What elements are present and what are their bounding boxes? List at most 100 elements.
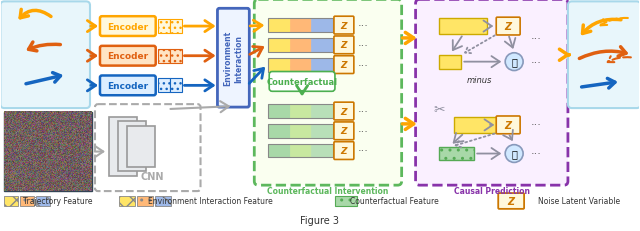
Bar	[268, 19, 290, 33]
Text: ···: ···	[531, 149, 542, 159]
Circle shape	[505, 145, 523, 163]
Text: Trajectory Feature: Trajectory Feature	[24, 197, 93, 206]
Text: Environment
Interaction: Environment Interaction	[223, 31, 243, 86]
Bar	[440, 55, 461, 69]
Bar	[335, 196, 357, 206]
Bar	[312, 39, 333, 52]
Bar	[290, 105, 312, 119]
FancyBboxPatch shape	[334, 56, 354, 74]
Text: Z: Z	[504, 22, 512, 32]
FancyBboxPatch shape	[568, 2, 640, 109]
Text: ···: ···	[358, 106, 369, 117]
Text: minus: minus	[467, 76, 492, 85]
FancyBboxPatch shape	[334, 103, 354, 120]
Bar	[119, 196, 135, 206]
FancyBboxPatch shape	[100, 17, 156, 37]
Text: Z: Z	[340, 61, 347, 70]
Bar	[155, 196, 171, 206]
Text: Counterfactual Feature: Counterfactual Feature	[350, 197, 439, 206]
FancyBboxPatch shape	[334, 17, 354, 35]
Bar	[290, 58, 312, 72]
FancyBboxPatch shape	[269, 72, 335, 92]
Bar	[4, 112, 92, 191]
Text: Noise Latent Variable: Noise Latent Variable	[538, 197, 620, 206]
Text: 👁: 👁	[511, 149, 517, 159]
Bar	[20, 196, 35, 206]
FancyBboxPatch shape	[334, 142, 354, 160]
Bar	[454, 118, 502, 133]
Text: ✂: ✂	[434, 103, 445, 117]
Bar	[118, 122, 146, 172]
Bar	[290, 144, 312, 158]
Text: Z: Z	[340, 146, 347, 155]
Bar	[268, 19, 333, 33]
Text: Environment Interaction Feature: Environment Interaction Feature	[148, 197, 273, 206]
FancyBboxPatch shape	[415, 0, 568, 185]
Text: ···: ···	[358, 60, 369, 70]
Bar	[268, 39, 290, 52]
Circle shape	[505, 54, 523, 71]
Bar	[312, 144, 333, 158]
Text: ···: ···	[358, 21, 369, 31]
Text: Z: Z	[504, 120, 512, 130]
Text: Z: Z	[340, 41, 347, 50]
FancyBboxPatch shape	[498, 193, 524, 209]
Text: Z: Z	[340, 127, 347, 136]
Bar	[157, 79, 170, 93]
Text: Causal Prediction: Causal Prediction	[454, 186, 530, 195]
Text: Z: Z	[508, 196, 515, 206]
Bar	[268, 39, 333, 52]
FancyBboxPatch shape	[496, 116, 520, 134]
Bar	[157, 20, 170, 34]
FancyBboxPatch shape	[218, 9, 250, 108]
Text: Encoder: Encoder	[108, 52, 148, 61]
FancyBboxPatch shape	[334, 37, 354, 55]
Text: ···: ···	[358, 41, 369, 51]
Bar	[109, 118, 137, 176]
Bar	[170, 50, 182, 63]
Bar	[127, 126, 155, 168]
FancyBboxPatch shape	[334, 122, 354, 140]
Bar	[137, 196, 153, 206]
Text: Counterfactual: Counterfactual	[266, 78, 338, 87]
Bar	[157, 50, 170, 63]
Bar	[170, 79, 182, 93]
Bar	[268, 58, 290, 72]
Bar	[312, 58, 333, 72]
Bar	[440, 19, 487, 35]
Bar	[268, 144, 333, 158]
Bar	[268, 105, 290, 119]
Text: Z: Z	[340, 107, 347, 116]
FancyBboxPatch shape	[1, 2, 90, 109]
Bar	[290, 124, 312, 138]
Text: 👁: 👁	[511, 57, 517, 67]
Text: Encoder: Encoder	[108, 82, 148, 91]
FancyBboxPatch shape	[496, 18, 520, 36]
Bar	[268, 144, 290, 158]
Text: Counterfactual Intervention: Counterfactual Intervention	[268, 186, 388, 195]
FancyBboxPatch shape	[100, 47, 156, 66]
Bar	[4, 196, 19, 206]
Text: Z: Z	[340, 21, 347, 30]
Text: ···: ···	[531, 57, 542, 67]
Bar	[268, 124, 290, 138]
FancyBboxPatch shape	[100, 76, 156, 96]
Text: ···: ···	[358, 126, 369, 136]
Bar	[290, 19, 312, 33]
Bar	[170, 20, 182, 34]
Text: Encoder: Encoder	[108, 22, 148, 31]
Bar	[36, 196, 50, 206]
Text: ···: ···	[358, 146, 369, 156]
Text: Figure 3: Figure 3	[301, 215, 339, 225]
Text: ···: ···	[531, 119, 542, 129]
Bar	[312, 124, 333, 138]
Bar	[440, 147, 474, 161]
Bar	[268, 124, 333, 138]
FancyBboxPatch shape	[254, 0, 402, 185]
Bar	[312, 19, 333, 33]
Bar	[312, 105, 333, 119]
Bar	[268, 105, 333, 119]
Text: CNN: CNN	[141, 171, 164, 181]
Bar	[290, 39, 312, 52]
Bar	[268, 58, 333, 72]
